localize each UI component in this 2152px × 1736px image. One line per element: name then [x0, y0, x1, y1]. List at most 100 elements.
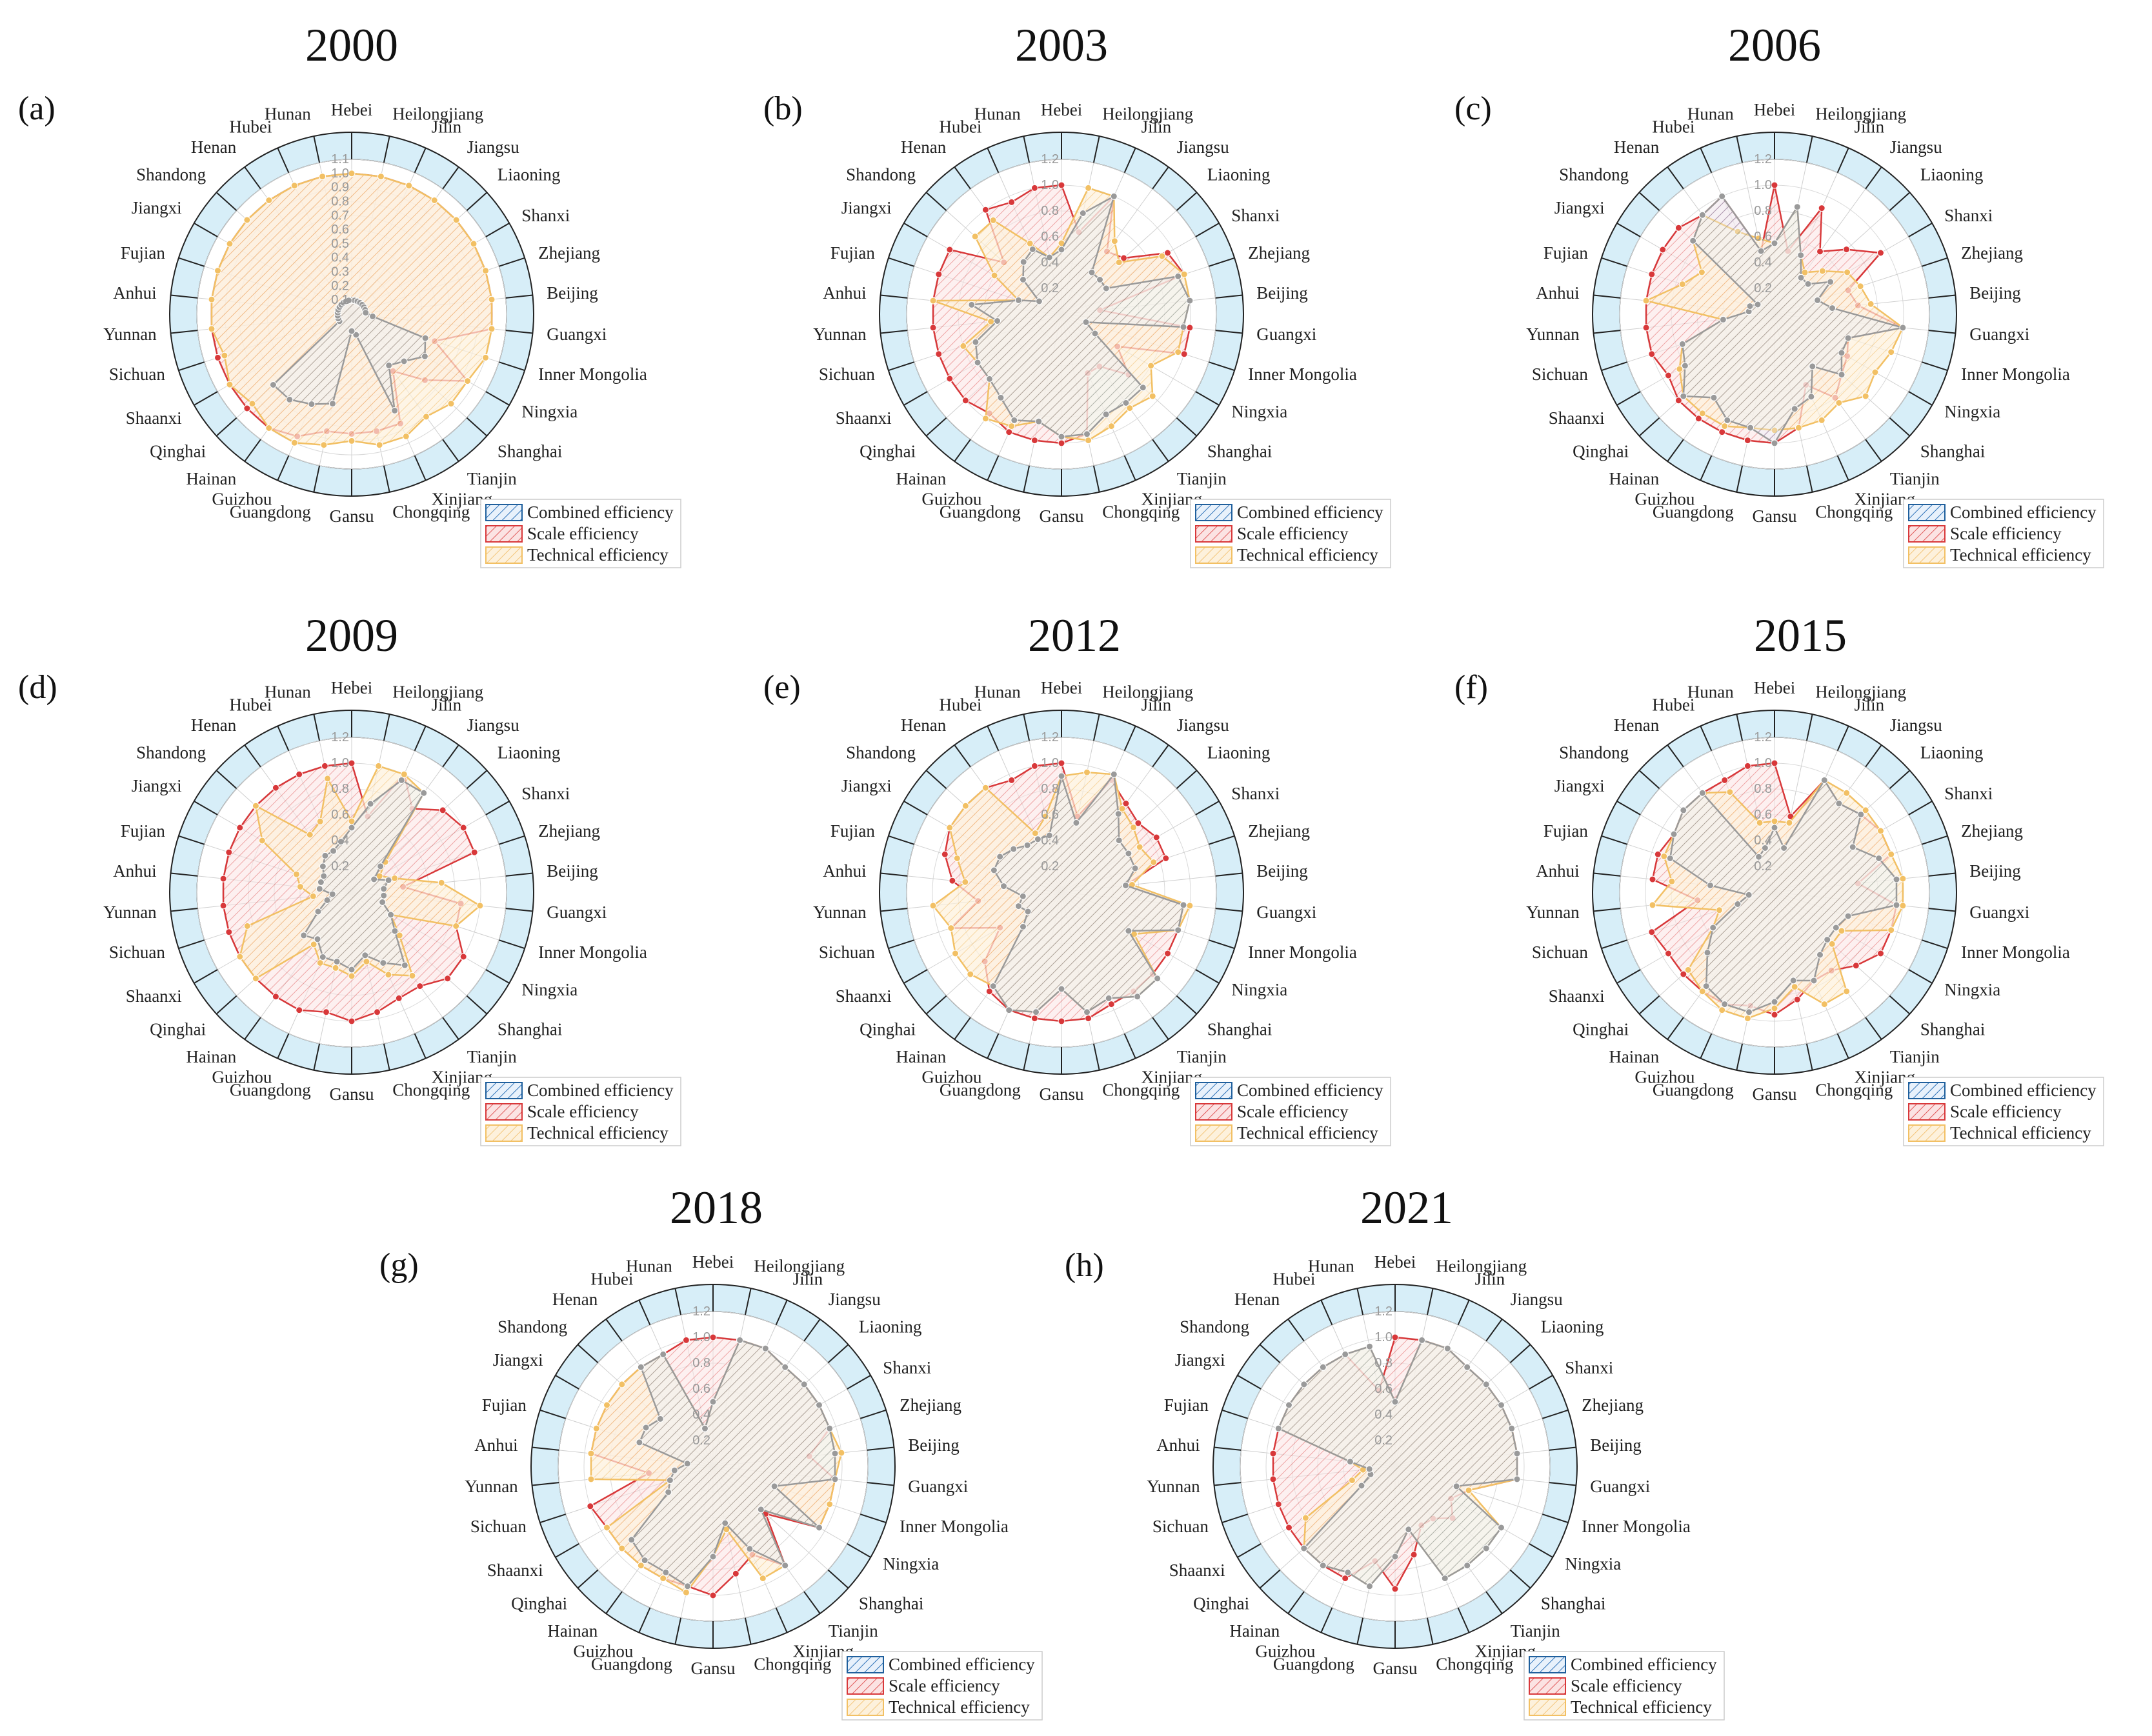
radar-ring-divider	[1426, 1288, 1434, 1315]
data-point-liaoning	[1862, 806, 1869, 814]
radar-ring-divider	[1805, 135, 1813, 163]
tick-label: 0.2	[1754, 281, 1772, 295]
data-point-shanghai	[391, 927, 399, 935]
data-point-shaanxi	[665, 1488, 672, 1496]
data-point-jiangxi	[236, 824, 244, 832]
radar-ring-divider	[1457, 1607, 1470, 1633]
radar-ring-divider	[577, 1569, 599, 1589]
data-point-hunan	[1031, 184, 1038, 192]
radar-ring-divider	[555, 1543, 579, 1558]
data-point-chongqing	[1410, 1551, 1418, 1559]
data-point-guangdong	[1747, 424, 1755, 432]
data-point-hebei	[1771, 759, 1778, 767]
tick-label: 0.4	[692, 1408, 710, 1422]
tick-label: 0.7	[331, 208, 349, 223]
radar-ring-divider	[880, 330, 908, 334]
radar-ring-divider	[925, 417, 947, 437]
data-point-jiangsu	[1463, 1363, 1471, 1371]
legend-swatch	[1908, 1103, 1946, 1121]
radar-ring-divider	[1616, 223, 1641, 237]
radar-ring-divider	[1928, 908, 1956, 912]
radar-ring-divider	[178, 835, 205, 845]
data-point-gansu	[348, 1017, 356, 1025]
category-label-jilin: Jilin	[1855, 117, 1885, 136]
category-label-beijing: Beijing	[1969, 283, 2021, 303]
data-point-shanghai	[1838, 371, 1845, 379]
data-point-guangdong	[323, 1008, 330, 1016]
data-point-fujian	[990, 866, 998, 874]
legend-entry: Technical efficiency	[1950, 545, 2091, 564]
radar-ring-divider	[1356, 1288, 1364, 1315]
tick-label: 0.2	[331, 859, 349, 873]
data-point-shandong	[1680, 806, 1687, 814]
category-label-guizhou: Guizhou	[921, 1068, 981, 1087]
category-label-hebei: Hebei	[692, 1252, 734, 1272]
category-label-qinghai: Qinghai	[1193, 1593, 1249, 1613]
radar-ring-divider	[1287, 1591, 1305, 1614]
radar-ring-divider	[313, 465, 321, 493]
category-label-shanghai: Shanghai	[1207, 1019, 1272, 1039]
category-label-shanxi: Shanxi	[1944, 206, 1993, 225]
radar-ring-divider	[638, 1299, 651, 1326]
data-point-qinghai	[300, 932, 308, 939]
data-point-guizhou	[1005, 428, 1013, 436]
data-point-hainan	[1698, 988, 1706, 995]
data-point-gansu	[709, 1591, 717, 1599]
radar-ring-divider	[1601, 257, 1628, 267]
data-point-shanxi	[1877, 249, 1884, 257]
radar-ring-divider	[1593, 294, 1621, 299]
data-point-hubei	[1026, 239, 1034, 247]
radar-ring-divider	[1176, 995, 1198, 1015]
radar-ring-divider	[1426, 1617, 1434, 1645]
data-point-inner-mongolia	[1180, 350, 1188, 358]
data-point-hunan	[1045, 832, 1053, 839]
data-point-heilongjiang	[1793, 203, 1801, 211]
data-point-hunan	[701, 1424, 709, 1432]
radar-ring-divider	[1195, 969, 1220, 984]
category-label-jilin: Jilin	[432, 117, 462, 136]
data-point-heilongjiang	[1785, 819, 1793, 826]
data-point-guangxi	[380, 892, 388, 899]
data-point-qinghai	[1684, 966, 1692, 973]
panel-title: 2000	[305, 19, 398, 71]
radar-ring-divider	[1601, 835, 1628, 845]
category-label-henan: Henan	[901, 137, 947, 157]
data-point-jiangsu	[1088, 268, 1096, 276]
legend: Combined efficiency Scale efficiency Techn…	[1190, 1077, 1391, 1146]
category-label-beijing: Beijing	[1590, 1435, 1642, 1455]
radar-ring-divider	[638, 1607, 651, 1633]
legend: Combined efficiency Scale efficiency Techn…	[1903, 499, 2104, 568]
data-point-hubei	[1726, 788, 1734, 796]
radar-ring-divider	[1208, 835, 1235, 845]
data-point-chongqing	[376, 441, 383, 449]
data-point-chongqing	[1085, 437, 1092, 444]
data-point-fujian	[214, 267, 221, 275]
radar-ring-divider	[744, 1288, 752, 1315]
radar-panel-4: 2012 (e) 0.2 0.4 0.6 0.8 1.0 1.2 Hebei Heilongjia…	[763, 610, 1391, 1146]
data-point-guangdong	[1032, 1008, 1040, 1016]
data-point-shaanxi	[1709, 924, 1717, 932]
panel-label: (c)	[1454, 90, 1492, 127]
tick-label: 0.2	[1041, 859, 1059, 873]
category-label-jiangxi: Jiangxi	[1554, 198, 1605, 217]
radar-ring-divider	[1616, 801, 1641, 815]
data-point-hebei	[1058, 246, 1065, 254]
data-point-zhejiang	[391, 874, 399, 882]
data-point-hunan	[1744, 762, 1751, 770]
data-point-ningxia	[464, 377, 471, 385]
data-point-xinjiang	[1105, 994, 1112, 1002]
radar-ring-divider	[194, 391, 218, 406]
data-point-fujian	[292, 870, 300, 878]
tick-label: 0.2	[1041, 281, 1059, 295]
radar-ring-divider	[1908, 969, 1933, 984]
data-point-hunan	[1031, 762, 1038, 770]
data-point-hunan	[345, 297, 352, 304]
data-point-tianjin	[1126, 404, 1134, 412]
data-point-shandong	[1010, 845, 1018, 853]
data-point-inner-mongolia	[482, 354, 489, 361]
data-point-jiangsu	[1114, 810, 1122, 818]
legend-entry: Scale efficiency	[889, 1676, 1000, 1695]
category-label-jiangsu: Jiangsu	[467, 715, 520, 735]
category-label-anhui: Anhui	[823, 283, 867, 303]
